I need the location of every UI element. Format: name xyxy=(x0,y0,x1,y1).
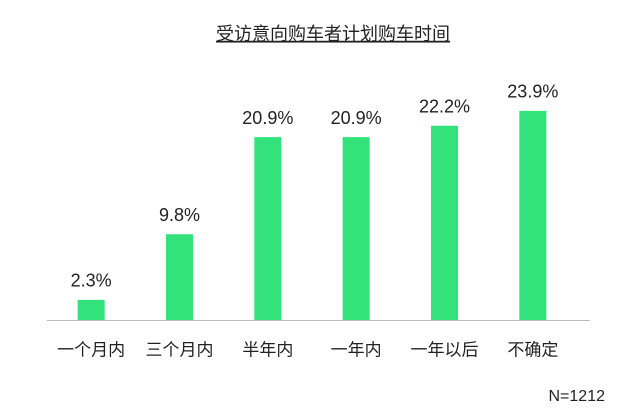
chart-title: 受访意向购车者计划购车时间 xyxy=(216,24,450,44)
bar xyxy=(342,137,370,320)
value-label: 9.8% xyxy=(159,205,200,225)
x-tick-label: 三个月内 xyxy=(146,340,214,359)
x-tick-label: 半年内 xyxy=(242,340,293,359)
bar xyxy=(166,234,193,320)
annotation: N=1212 xyxy=(549,388,606,405)
bar xyxy=(519,110,547,320)
value-label: 22.2% xyxy=(419,97,470,117)
value-label: 2.3% xyxy=(71,271,112,291)
x-tick-label: 不确定 xyxy=(507,340,558,359)
x-tick-label: 一年以后 xyxy=(411,340,479,359)
bar xyxy=(77,299,105,320)
bar xyxy=(254,137,282,320)
bar xyxy=(431,125,458,320)
value-label: 20.9% xyxy=(331,108,382,128)
value-label: 23.9% xyxy=(507,82,558,102)
value-label: 20.9% xyxy=(242,108,293,128)
x-tick-label: 一个月内 xyxy=(57,340,125,359)
x-tick-label: 一年内 xyxy=(331,340,382,359)
